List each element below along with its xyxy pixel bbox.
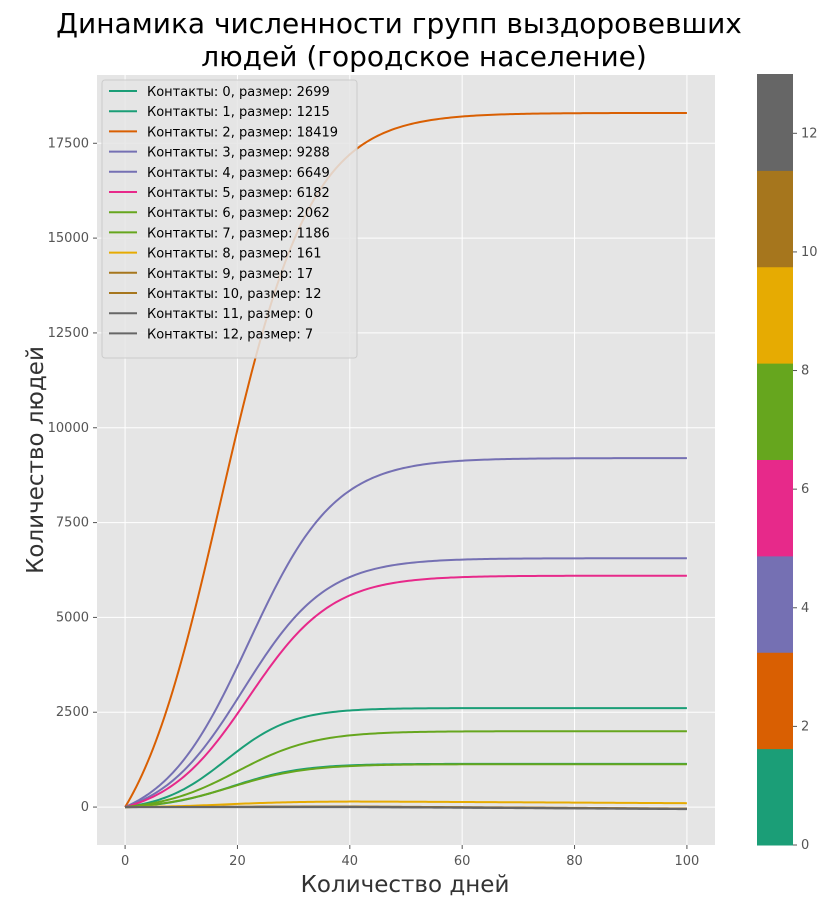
y-tick-label: 0 [81,800,89,815]
legend-entry-10: Контакты: 10, размер: 12 [147,287,321,302]
colorbar-band-5 [757,266,793,364]
legend-entry-12: Контакты: 12, размер: 7 [147,327,313,342]
colorbar-band-2 [757,555,793,653]
x-tick-label: 80 [566,854,583,869]
y-tick-label: 10000 [48,421,89,436]
x-tick-label: 100 [674,854,699,869]
colorbar-tick-label: 6 [801,482,809,497]
colorbar-band-0 [757,748,793,846]
colorbar [757,74,793,846]
colorbar-tick-label: 4 [801,601,809,616]
colorbar-band-3 [757,459,793,557]
legend-entry-5: Контакты: 5, размер: 6182 [147,186,330,201]
x-tick-label: 60 [454,854,471,869]
y-axis-label: Количество людей [23,346,49,574]
series-line-2 [124,111,687,808]
y-tick-label: 15000 [48,231,89,246]
x-axis-label: Количество дней [301,872,510,898]
legend-entry-11: Контакты: 11, размер: 0 [147,307,313,322]
colorbar-tick-label: 0 [801,838,809,853]
colorbar-ticks: 0 2 4 6 8 10 12 [793,126,818,853]
colorbar-band-7 [757,74,793,171]
series-line-6 [124,730,687,809]
chart-title-line2: людей (городское население) [201,40,647,73]
series-line-4 [124,557,687,809]
chart-title-line1: Динамика численности групп выздоровевших [56,7,742,40]
legend-entry-6: Контакты: 6, размер: 2062 [147,206,330,221]
series-line-5 [124,574,687,809]
legend-entry-8: Контакты: 8, размер: 161 [147,247,321,262]
colorbar-tick-label: 10 [801,245,818,260]
series-line-3 [124,457,687,808]
y-tick-label: 12500 [48,326,89,341]
colorbar-tick-label: 8 [801,364,809,379]
x-tick-label: 0 [121,854,129,869]
x-axis-ticks: 0 20 40 60 80 100 [121,845,699,869]
x-tick-label: 20 [229,854,246,869]
series-line-8 [125,800,687,809]
legend-entry-4: Контакты: 4, размер: 6649 [147,166,330,181]
colorbar-tick-label: 2 [801,719,809,734]
legend-box [101,79,358,359]
series-line-12 [125,805,687,810]
legend-entry-3: Контакты: 3, размер: 9288 [147,146,330,161]
legend: Контакты: 0, размер: 2699 Контакты: 1, ра… [101,79,358,359]
colorbar-band-6 [757,170,793,268]
y-tick-label: 17500 [48,136,89,151]
x-tick-label: 40 [342,854,359,869]
y-tick-label: 5000 [56,610,89,625]
legend-entry-1: Контакты: 1, размер: 1215 [147,105,330,120]
colorbar-band-1 [757,652,793,750]
series-lines [124,111,687,811]
y-axis-ticks: 0 2500 5000 7500 10000 12500 15000 17500 [48,136,97,815]
y-tick-label: 2500 [56,705,89,720]
legend-entry-9: Контакты: 9, размер: 17 [147,267,313,282]
colorbar-band-4 [757,363,793,460]
legend-entry-7: Контакты: 7, размер: 1186 [147,226,330,241]
colorbar-tick-label: 12 [801,126,818,141]
y-tick-label: 7500 [56,516,89,531]
legend-entry-0: Контакты: 0, размер: 2699 [147,85,330,100]
series-line-0 [124,707,687,809]
legend-entry-2: Контакты: 2, размер: 18419 [147,125,338,140]
series-line-7 [125,763,687,809]
